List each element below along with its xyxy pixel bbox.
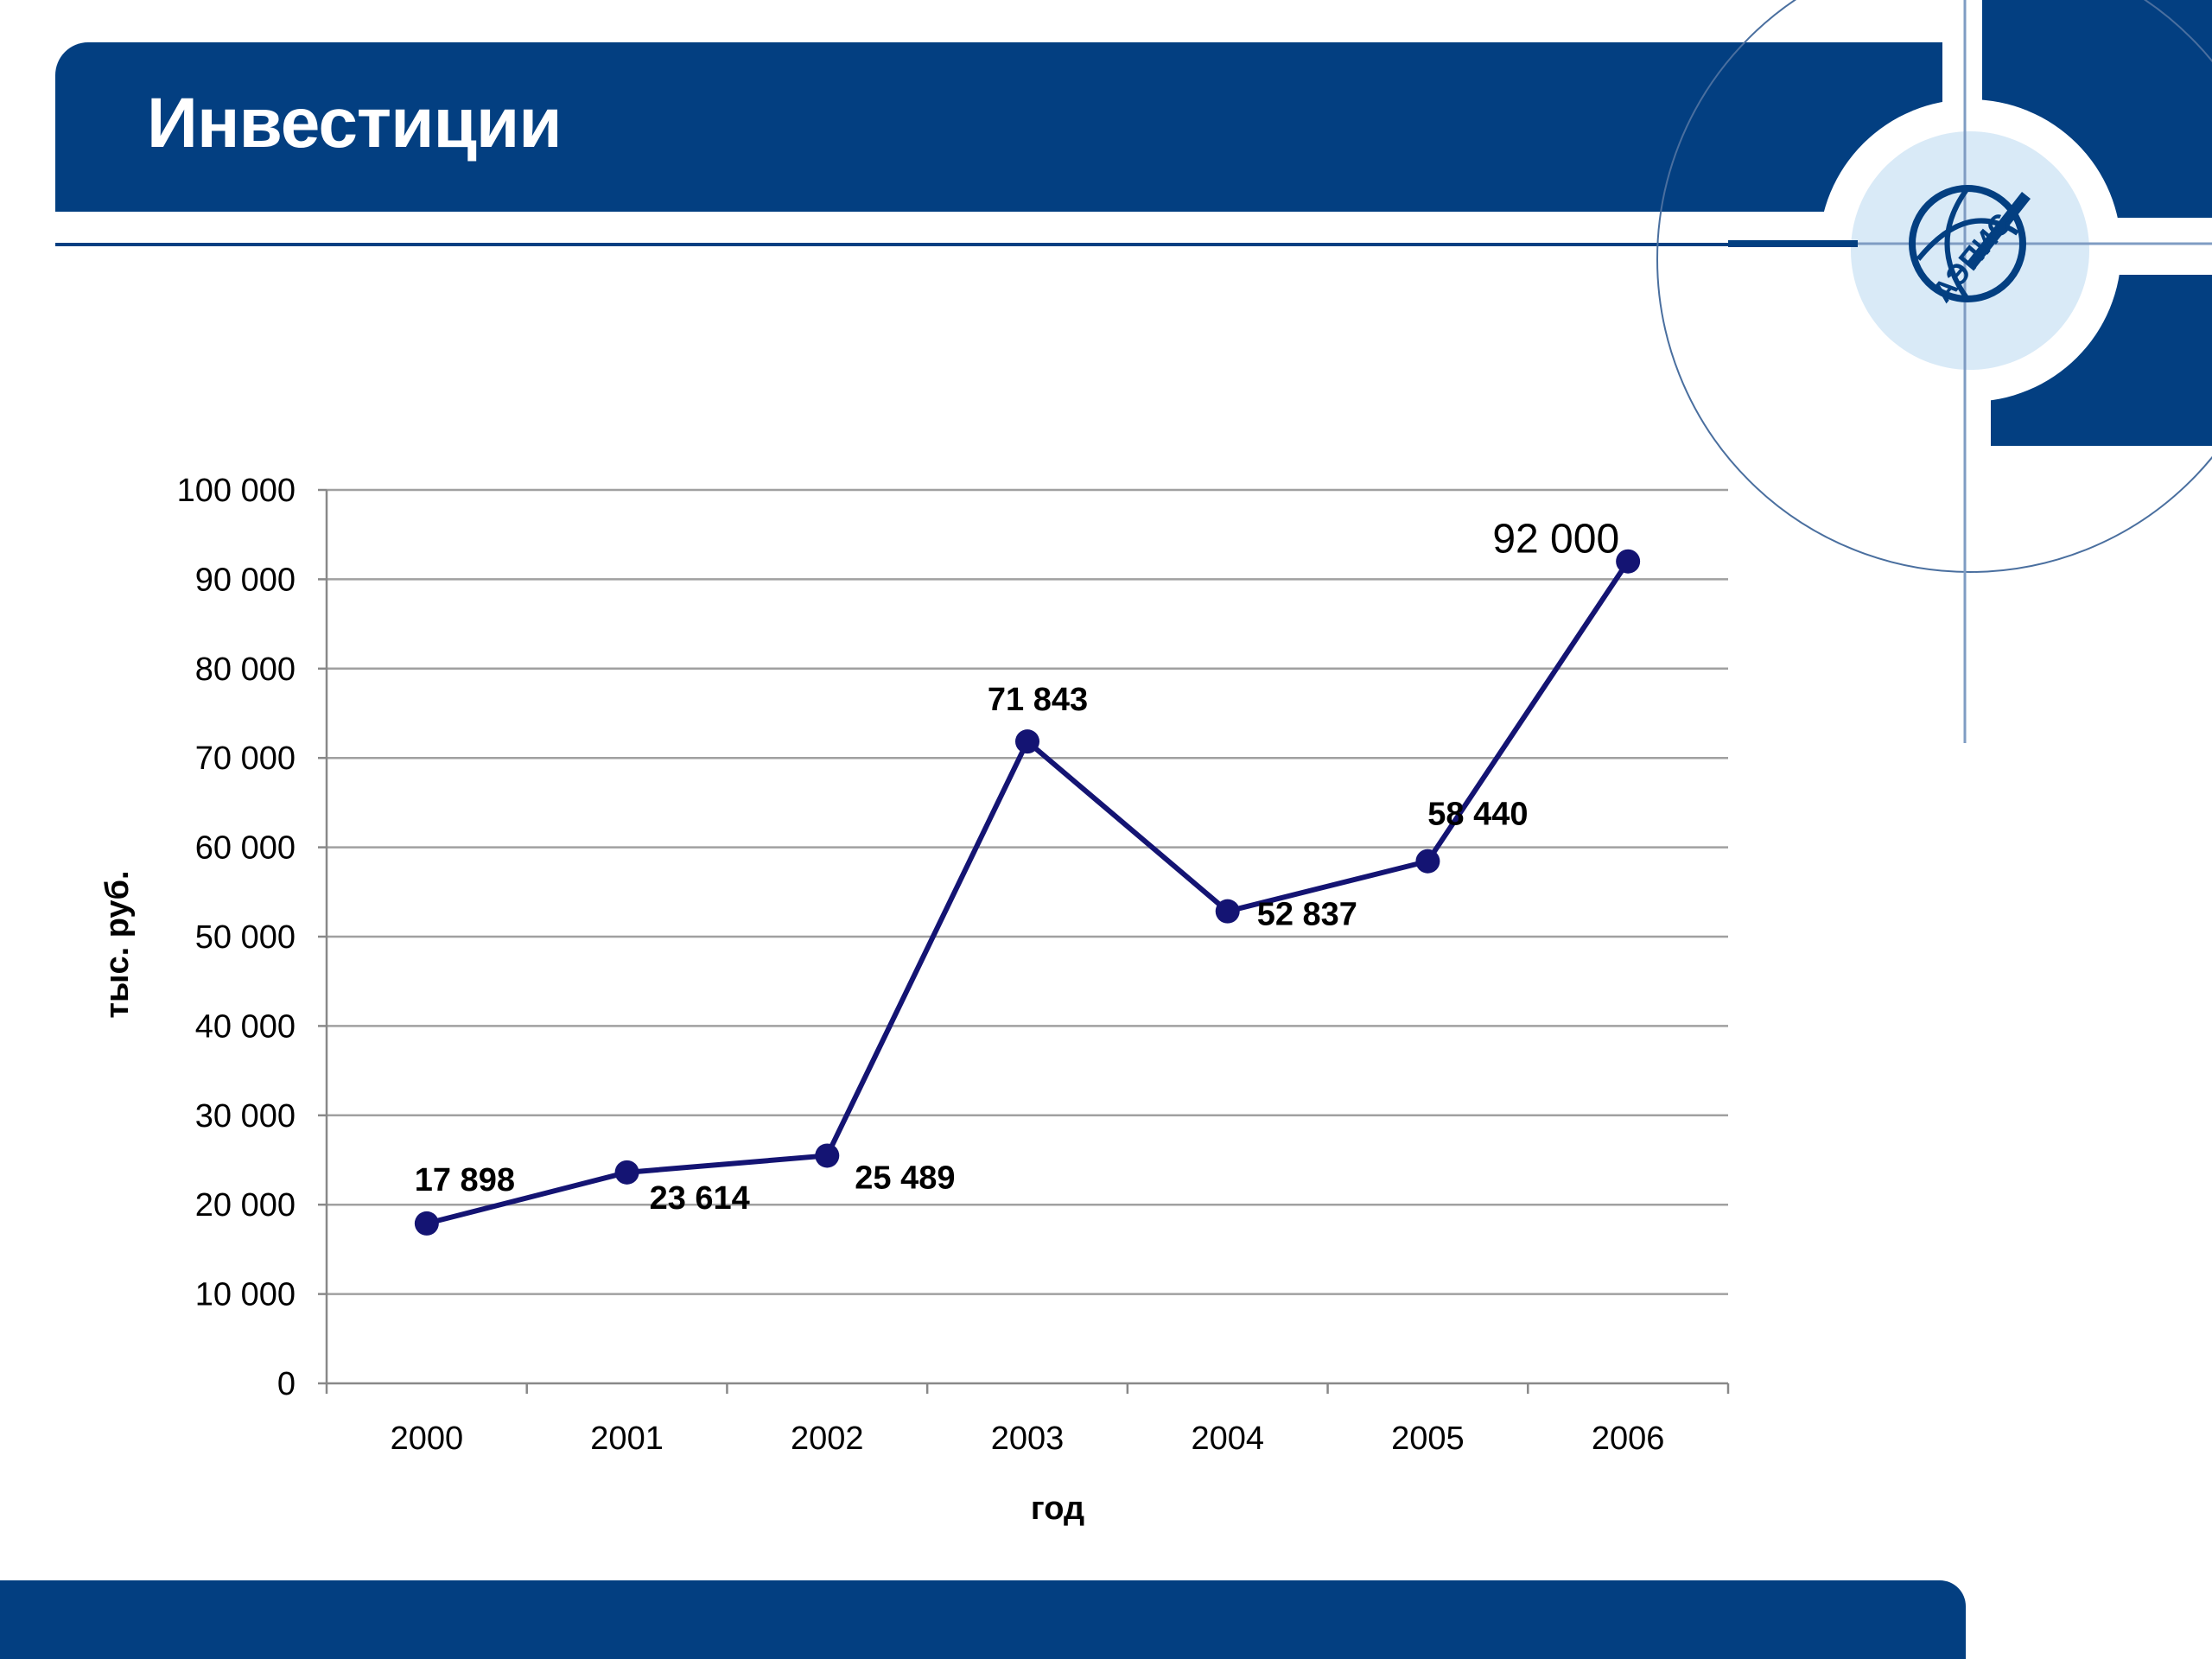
corner-decoration: АЭПИС [1656,0,2212,743]
data-label: 92 000 [1492,517,1619,563]
x-tick-label: 2006 [1592,1421,1665,1457]
data-label: 25 489 [855,1160,955,1196]
logo-disc [1851,131,2089,370]
y-tick-label: 50 000 [195,919,296,956]
slide-title: Инвестиции [147,84,563,162]
y-tick-label: 0 [277,1366,296,1402]
y-tick-label: 10 000 [195,1277,296,1313]
data-point [1015,729,1039,754]
series-layer [414,549,1641,1236]
x-tick-label: 2001 [590,1421,664,1457]
data-point [1215,899,1240,924]
header-rule [55,243,1982,246]
y-tick-label: 40 000 [195,1008,296,1045]
x-axis-title: год [1031,1491,1084,1527]
data-point [414,1211,439,1236]
deco-large-ring [1656,0,2212,573]
x-tick-label: 2000 [391,1421,464,1457]
data-point [815,1143,840,1168]
x-tick-label: 2004 [1191,1421,1264,1457]
data-label: 52 837 [1257,897,1357,933]
data-point [614,1160,639,1185]
y-tick-label: 100 000 [177,473,296,509]
logo-arc-icon [1944,187,1970,301]
y-tick-label: 90 000 [195,562,296,598]
header-bar [55,42,1942,212]
grid-layer [327,488,1728,1295]
data-label: 58 440 [1427,797,1528,833]
logo-pen-icon [1966,192,2031,270]
deco-bar [1728,240,1858,247]
data-label: 71 843 [988,682,1088,718]
data-label: 17 898 [415,1162,515,1198]
data-point [1415,849,1440,874]
x-tick-label: 2002 [791,1421,864,1457]
axis-layer: 0 10 000 20 000 30 000 40 000 50 000 60 000 70 … [177,473,1730,1457]
y-tick-label: 70 000 [195,741,296,777]
y-axis-title: тыс. руб. [99,870,136,1018]
x-tick-label: 2005 [1391,1421,1465,1457]
y-tick-label: 60 000 [195,830,296,867]
y-tick-label: 30 000 [195,1098,296,1135]
data-label-layer: 17 898 23 614 25 489 71 843 52 837 58 440 92 0… [415,517,1619,1217]
y-tick-label: 80 000 [195,652,296,688]
y-tick-label: 20 000 [195,1187,296,1224]
data-label: 23 614 [650,1180,750,1217]
data-point [1616,549,1641,574]
series-line [426,560,1630,1226]
x-tick-label: 2003 [991,1421,1065,1457]
footer-bar [0,1580,1966,1659]
